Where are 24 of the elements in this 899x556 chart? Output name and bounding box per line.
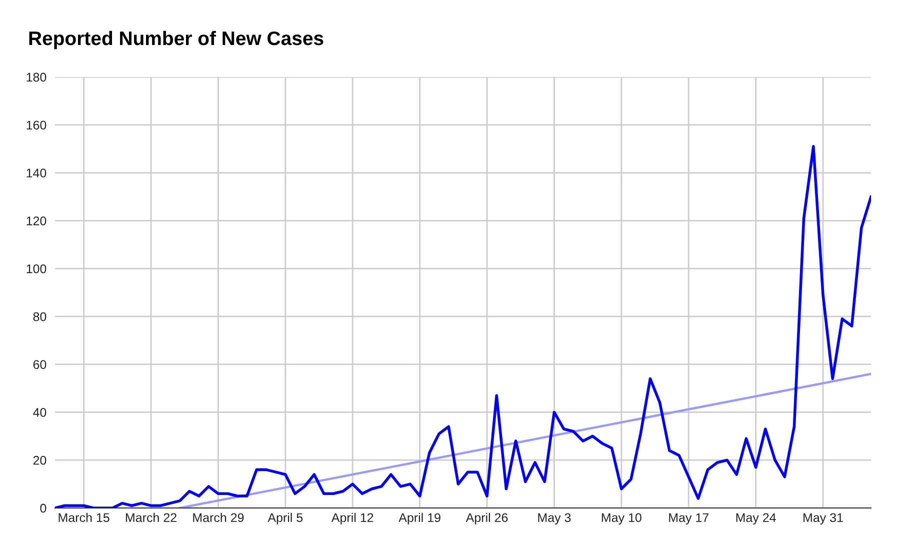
x-tick-label: May 3 (538, 513, 571, 525)
x-tick-label: May 10 (602, 513, 642, 525)
y-tick-label: 80 (33, 312, 46, 322)
x-tick-label: April 12 (331, 512, 374, 525)
x-tick-label: May 31 (804, 513, 843, 525)
y-tick-label: 140 (26, 168, 46, 178)
x-tick-label: May 17 (669, 513, 708, 525)
line-series (55, 145, 871, 508)
y-tick-label: 60 (33, 360, 46, 369)
x-tick-label: May 24 (736, 513, 776, 525)
y-tick-label: 0 (40, 504, 46, 513)
x-tick-label: March 22 (126, 512, 176, 522)
chart-title: Reported Number of New Cases (29, 30, 324, 50)
y-tick-label: 100 (26, 264, 46, 274)
y-tick-label: 40 (33, 408, 46, 417)
x-tick-label: April 26 (466, 512, 508, 525)
x-tick-label: April 19 (398, 512, 440, 525)
x-tick-label: April 5 (268, 512, 303, 525)
x-tick-label: March 15 (58, 512, 110, 522)
y-tick-label: 160 (26, 120, 46, 130)
x-tick-label: March 29 (193, 512, 244, 522)
y-tick-label: 120 (26, 216, 46, 226)
y-tick-label: 20 (33, 456, 46, 465)
y-tick-label: 180 (26, 72, 46, 82)
